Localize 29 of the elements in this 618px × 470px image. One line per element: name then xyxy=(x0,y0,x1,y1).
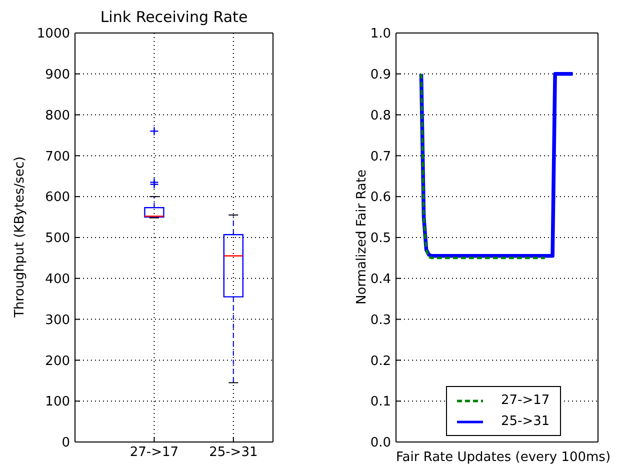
y-tick-label: 100 xyxy=(45,394,70,410)
line-series xyxy=(420,72,546,260)
y-tick-label: 0.2 xyxy=(370,354,391,369)
y-tick-label: 0.7 xyxy=(370,149,391,164)
x-axis-title: Fair Rate Updates (every 100ms) xyxy=(396,450,611,465)
y-tick-label: 0 xyxy=(62,436,70,451)
y-tick-label: 1000 xyxy=(36,26,70,42)
legend-label: 25->31 xyxy=(501,414,550,429)
y-tick-label: 800 xyxy=(45,108,70,124)
y-tick-label: 1.0 xyxy=(370,26,391,42)
legend-label: 27->17 xyxy=(501,393,550,408)
y-tick-label: 500 xyxy=(45,231,70,246)
y-tick-label: 900 xyxy=(45,68,70,83)
y-axis-title: Normalized Fair Rate xyxy=(354,169,370,305)
y-tick-label: 0.3 xyxy=(370,312,391,328)
y-tick-label: 0.0 xyxy=(370,436,391,451)
y-tick-label: 0.6 xyxy=(370,190,391,206)
y-tick-label: 0.4 xyxy=(370,272,391,288)
y-tick-label: 0.1 xyxy=(370,394,391,410)
y-tick-label: 200 xyxy=(45,354,70,369)
y-tick-label: 0.8 xyxy=(370,108,391,124)
y-tick-label: 300 xyxy=(45,312,70,328)
chart-title: Link Receiving Rate xyxy=(99,8,249,26)
y-tick-label: 600 xyxy=(45,190,70,206)
y-axis-title: Throughput (KBytes/sec) xyxy=(12,156,28,318)
y-tick-label: 0.9 xyxy=(370,68,391,83)
y-tick-label: 700 xyxy=(45,149,70,164)
y-tick-label: 0.5 xyxy=(370,231,391,246)
y-tick-label: 400 xyxy=(45,272,70,288)
